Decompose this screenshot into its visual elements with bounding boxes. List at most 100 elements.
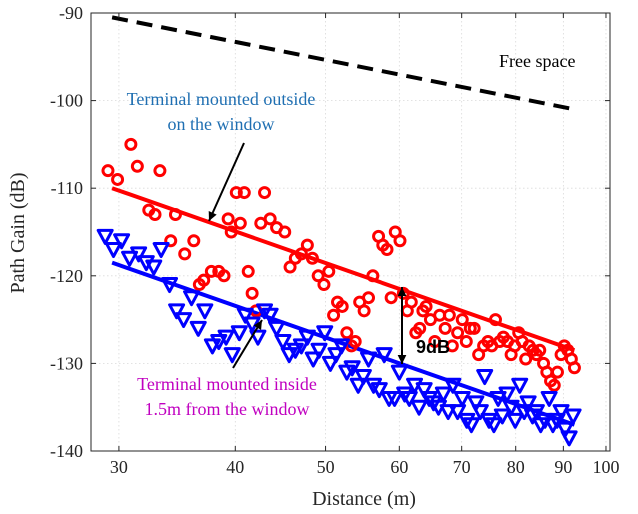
- data-point-inside: [552, 404, 570, 421]
- data-point-inside: [130, 246, 148, 263]
- data-point-inside: [175, 312, 193, 329]
- inside-terminal-label-line2: 1.5m from the window: [145, 399, 310, 419]
- annotation-arrows: [208, 142, 407, 369]
- data-point-inside: [506, 412, 524, 429]
- y-tick-label: -130: [50, 353, 83, 373]
- data-point-outside: [467, 321, 481, 335]
- data-point-outside: [362, 291, 376, 305]
- data-point-inside: [498, 386, 516, 403]
- outside-terminal-label-line2: on the window: [168, 114, 275, 134]
- data-point-inside: [256, 303, 274, 320]
- data-point-inside: [480, 412, 498, 429]
- axis-ticks: 30 40 50 60 70 80 90 100 -140 -130 -120 -110 -100 -90: [50, 3, 619, 477]
- inside-arrow-head: [253, 320, 262, 330]
- data-point-outside: [204, 264, 218, 278]
- data-point-inside: [137, 255, 155, 272]
- data-point-inside: [360, 351, 378, 368]
- data-point-outside: [451, 326, 465, 340]
- data-point-outside: [442, 308, 456, 322]
- data-point-inside: [152, 242, 170, 259]
- data-point-inside: [249, 329, 267, 346]
- data-point-inside: [415, 382, 433, 399]
- data-point-inside: [145, 259, 163, 276]
- data-point-inside: [410, 399, 428, 416]
- data-point-inside: [471, 404, 489, 421]
- x-tick-label: 50: [317, 457, 335, 477]
- data-point-outside: [111, 172, 125, 186]
- data-point-inside: [390, 364, 408, 381]
- data-point-outside: [153, 164, 167, 178]
- data-point-outside: [263, 212, 277, 226]
- data-point-inside: [261, 307, 279, 324]
- data-point-inside: [449, 404, 467, 421]
- data-point-outside: [455, 313, 469, 327]
- data-point-outside: [217, 269, 231, 283]
- data-point-inside: [230, 325, 248, 342]
- data-point-outside: [300, 238, 314, 252]
- data-point-inside: [161, 277, 179, 294]
- data-point-inside: [298, 329, 316, 346]
- data-point-inside: [168, 303, 186, 320]
- data-point-inside: [519, 395, 537, 412]
- data-point-outside: [327, 308, 341, 322]
- data-point-inside: [121, 250, 139, 267]
- data-point-outside: [294, 247, 308, 261]
- x-tick-label: 90: [554, 457, 572, 477]
- data-point-inside: [560, 430, 578, 447]
- plot-data-area: [96, 15, 582, 447]
- y-tick-label: -120: [50, 266, 83, 286]
- data-point-inside: [183, 290, 201, 307]
- y-tick-label: -100: [50, 91, 83, 111]
- data-point-inside: [292, 338, 310, 355]
- data-point-inside: [316, 325, 334, 342]
- data-point-inside: [467, 395, 485, 412]
- data-point-outside: [348, 335, 362, 348]
- data-point-inside: [196, 303, 214, 320]
- data-point-outside: [438, 321, 452, 335]
- gap-arrow-down-head: [397, 354, 407, 364]
- y-tick-label: -110: [51, 178, 83, 198]
- data-point-outside: [305, 251, 319, 265]
- y-tick-label: -140: [50, 441, 83, 461]
- data-point-inside: [540, 390, 558, 407]
- data-point-outside: [245, 286, 259, 300]
- data-point-outside: [233, 216, 247, 230]
- data-point-inside: [375, 347, 393, 364]
- data-point-inside: [332, 338, 350, 355]
- data-point-inside: [548, 412, 566, 429]
- data-point-inside: [96, 228, 114, 245]
- data-point-inside: [321, 355, 339, 372]
- y-tick-label: -90: [59, 3, 83, 23]
- free-space-line: [111, 15, 575, 112]
- data-point-outside: [335, 299, 349, 313]
- data-point-inside: [274, 334, 292, 350]
- data-point-inside: [396, 386, 414, 403]
- data-point-outside: [241, 264, 255, 278]
- data-point-inside: [365, 377, 383, 394]
- data-point-inside: [434, 386, 452, 403]
- data-point-inside: [327, 347, 345, 364]
- outside-arrow: [208, 142, 245, 222]
- data-point-inside: [511, 377, 529, 394]
- data-point-outside: [317, 278, 331, 292]
- data-point-inside: [217, 329, 235, 346]
- gap-arrow-up-head: [397, 287, 407, 297]
- data-point-inside: [425, 395, 443, 412]
- data-point-inside: [268, 320, 286, 337]
- data-point-outside: [130, 159, 144, 173]
- data-point-outside: [419, 299, 433, 313]
- data-point-inside: [439, 404, 457, 421]
- data-point-inside: [493, 408, 511, 425]
- outside-terminal-label-line1: Terminal mounted outside: [127, 89, 316, 109]
- data-point-inside: [400, 390, 418, 407]
- data-point-outside: [547, 378, 561, 392]
- data-point-inside: [527, 404, 545, 421]
- data-point-inside: [343, 360, 361, 377]
- data-point-inside: [189, 320, 207, 337]
- data-point-outside: [187, 234, 201, 248]
- data-point-outside: [258, 186, 272, 200]
- data-point-outside: [393, 234, 407, 248]
- data-point-outside: [396, 286, 410, 300]
- data-point-outside: [340, 326, 354, 340]
- data-point-outside: [459, 335, 473, 348]
